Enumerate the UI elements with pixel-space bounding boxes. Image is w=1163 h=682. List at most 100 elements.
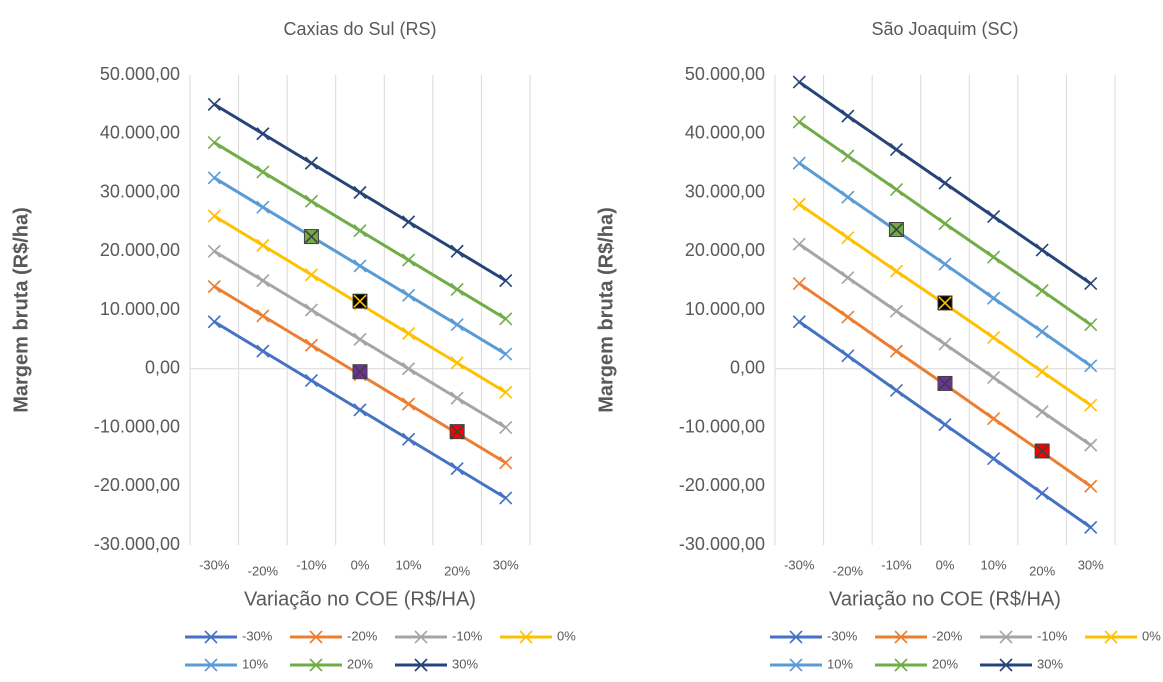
series-marker (1085, 399, 1097, 411)
series (208, 245, 511, 433)
y-tick-label: 20.000,00 (685, 240, 765, 260)
highlight (938, 296, 952, 310)
series-marker (500, 457, 512, 469)
y-tick-label: 0,00 (730, 358, 765, 378)
highlight (1035, 444, 1049, 458)
series-marker (890, 265, 902, 277)
y-tick-label: 50.000,00 (100, 64, 180, 84)
series-marker (793, 278, 805, 290)
series-marker (354, 260, 366, 272)
legend-item: 20% (290, 656, 373, 671)
series-marker (988, 251, 1000, 263)
legend-label: -30% (242, 628, 273, 643)
series-marker (305, 195, 317, 207)
series-marker (451, 245, 463, 257)
series-marker (208, 172, 220, 184)
series-marker (939, 218, 951, 230)
legend-item: -30% (185, 628, 273, 643)
series (208, 316, 511, 504)
legend-label: 20% (347, 656, 373, 671)
series-marker (1085, 521, 1097, 533)
y-tick-label: -20.000,00 (94, 475, 180, 495)
series-marker (842, 272, 854, 284)
series-marker (890, 305, 902, 317)
x-tick-label: 0% (351, 557, 370, 572)
series-marker (500, 275, 512, 287)
series-marker (793, 316, 805, 328)
series-marker (257, 128, 269, 140)
series-marker (305, 269, 317, 281)
series-marker (354, 225, 366, 237)
series-marker (208, 210, 220, 222)
y-axis-title: Margem bruta (R$/ha) (595, 207, 617, 413)
legend-item: 20% (875, 656, 958, 671)
x-tick-label: 30% (1078, 557, 1104, 572)
series-marker (451, 392, 463, 404)
legend-item: -20% (875, 628, 963, 643)
series-marker (305, 304, 317, 316)
x-tick-label: -10% (881, 557, 912, 572)
legend-label: 0% (557, 628, 576, 643)
series-marker (257, 239, 269, 251)
x-tick-label: 10% (396, 557, 422, 572)
series (793, 76, 1096, 290)
x-tick-label: 30% (493, 557, 519, 572)
x-tick-label: 20% (1029, 563, 1055, 578)
series-marker (1085, 439, 1097, 451)
series-marker (354, 333, 366, 345)
series-marker (842, 232, 854, 244)
series-marker (988, 332, 1000, 344)
y-tick-label: 10.000,00 (100, 299, 180, 319)
legend-label: -10% (452, 628, 483, 643)
series-marker (403, 328, 415, 340)
legend-label: 30% (452, 656, 478, 671)
y-tick-label: 40.000,00 (685, 123, 765, 143)
series (208, 172, 511, 360)
series-marker (1036, 244, 1048, 256)
series (793, 316, 1096, 534)
x-tick-label: -30% (199, 557, 230, 572)
x-tick-label: 0% (936, 557, 955, 572)
legend-label: 0% (1142, 628, 1161, 643)
legend-label: 30% (1037, 656, 1063, 671)
series-marker (890, 384, 902, 396)
legend-item: -10% (395, 628, 483, 643)
highlight (304, 230, 318, 244)
series-marker (403, 216, 415, 228)
y-tick-label: 40.000,00 (100, 123, 180, 143)
series-marker (1085, 319, 1097, 331)
legend-label: -20% (347, 628, 378, 643)
series-marker (403, 254, 415, 266)
series-marker (793, 157, 805, 169)
legend-item: 30% (980, 656, 1063, 671)
legend-label: 20% (932, 656, 958, 671)
highlight (938, 376, 952, 390)
series-marker (305, 157, 317, 169)
series-marker (403, 433, 415, 445)
series-marker (939, 338, 951, 350)
x-tick-label: -10% (296, 557, 327, 572)
y-tick-label: -10.000,00 (94, 416, 180, 436)
legend-item: 10% (770, 656, 853, 671)
highlight (889, 223, 903, 237)
series-marker (939, 258, 951, 270)
series-marker (842, 191, 854, 203)
series (793, 238, 1096, 451)
series-marker (500, 386, 512, 398)
series-marker (890, 184, 902, 196)
chart-title: Caxias do Sul (RS) (283, 19, 436, 39)
series-marker (354, 404, 366, 416)
series (208, 98, 511, 286)
highlight (450, 425, 464, 439)
series-marker (208, 281, 220, 293)
series-marker (257, 201, 269, 213)
legend-label: -30% (827, 628, 858, 643)
series-marker (988, 413, 1000, 425)
series-marker (988, 372, 1000, 384)
series-marker (793, 238, 805, 250)
x-axis-title: Variação no COE (R$/HA) (244, 588, 476, 610)
series-marker (403, 289, 415, 301)
chart-title: São Joaquim (SC) (871, 19, 1018, 39)
series-marker (1085, 360, 1097, 372)
y-axis-title: Margem bruta (R$/ha) (10, 207, 32, 413)
